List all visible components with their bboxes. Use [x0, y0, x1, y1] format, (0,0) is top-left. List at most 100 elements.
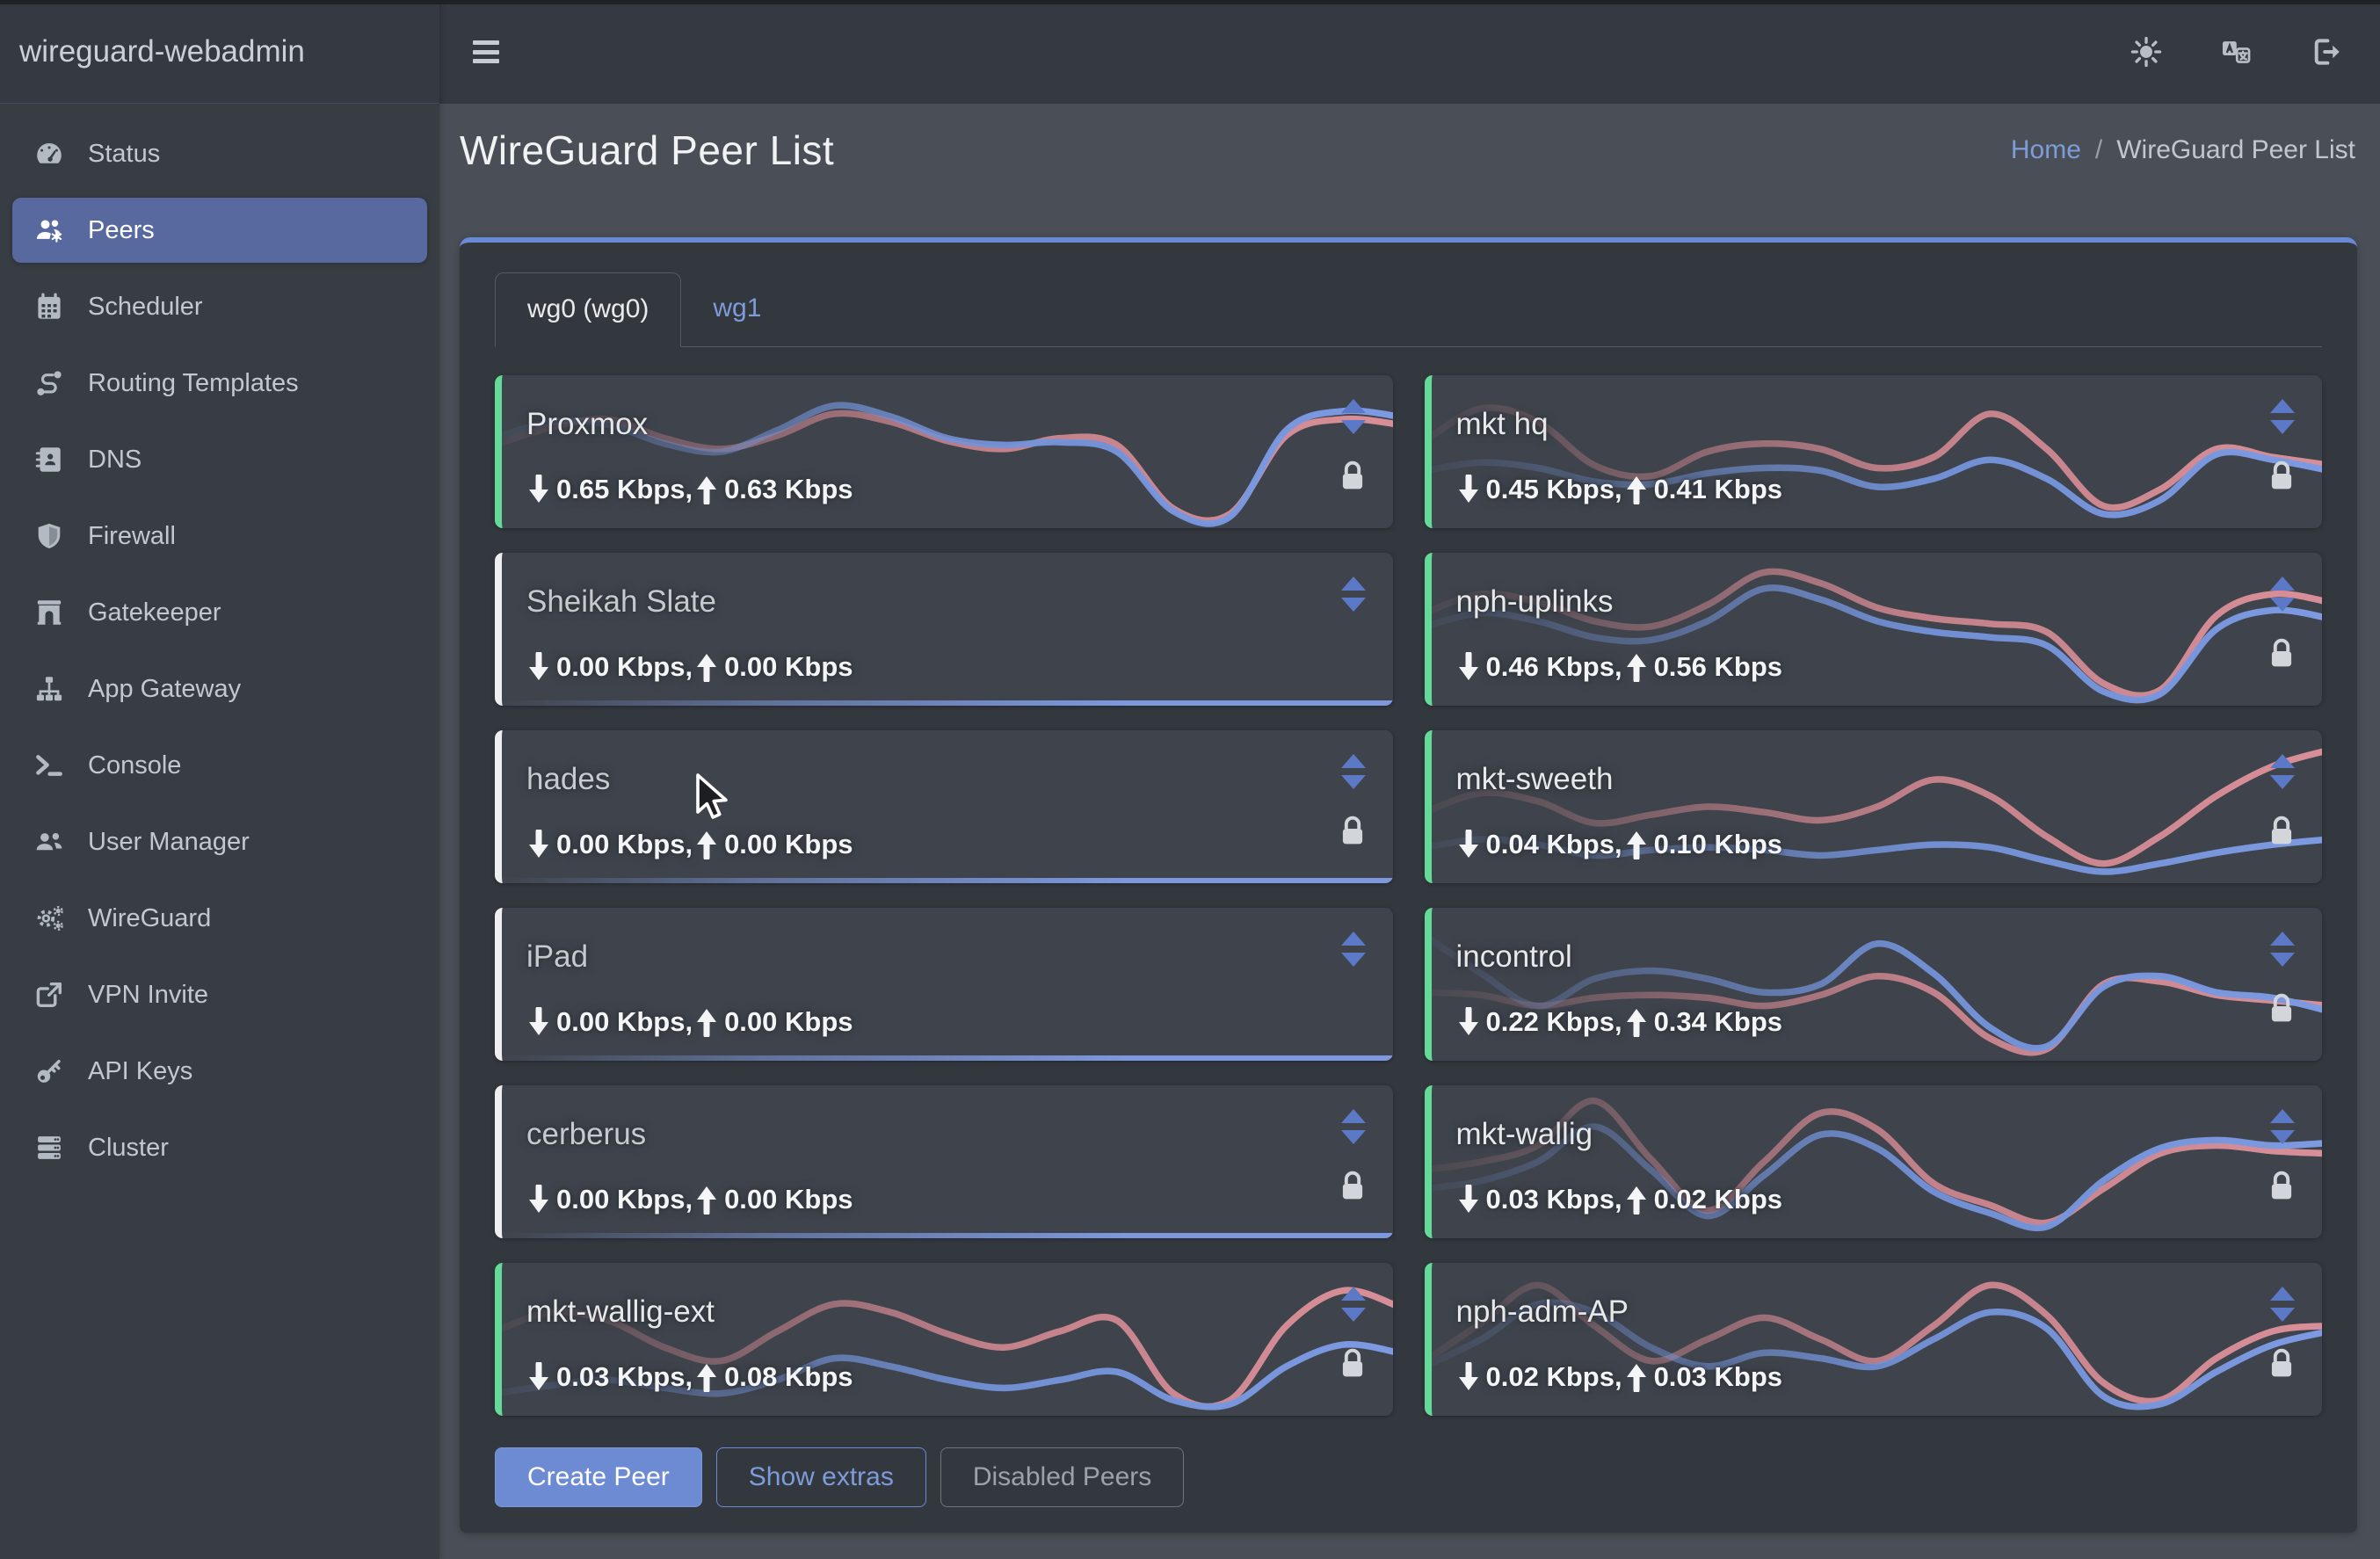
peer-card-nph-adm-ap[interactable]: nph-adm-AP 0.02 Kbps, 0.03 Kbps [1424, 1263, 2322, 1416]
peer-card-incontrol[interactable]: incontrol 0.22 Kbps, 0.34 Kbps [1424, 908, 2322, 1061]
sort-handle-icon[interactable] [2269, 398, 2296, 435]
upload-arrow-icon [694, 652, 719, 684]
sidebar-item-vpn-invite[interactable]: VPN Invite [12, 962, 427, 1027]
download-value: 0.45 Kbps, [1485, 474, 1622, 504]
peer-name: mkt hq [1455, 407, 1549, 441]
zero-traffic-line [502, 1055, 1393, 1061]
route-icon [30, 367, 69, 399]
sort-handle-icon[interactable] [1340, 1286, 1367, 1323]
download-value: 0.03 Kbps, [1485, 1184, 1622, 1215]
breadcrumb-home-link[interactable]: Home [2010, 135, 2081, 164]
peer-card-ipad[interactable]: iPad 0.00 Kbps, 0.00 Kbps [495, 908, 1393, 1061]
download-arrow-icon [526, 1005, 551, 1037]
upload-value: 0.02 Kbps [1653, 1184, 1783, 1215]
sidebar-item-wireguard[interactable]: WireGuard [12, 886, 427, 951]
gears-icon [30, 903, 69, 934]
sidebar-item-routing-templates[interactable]: Routing Templates [12, 351, 427, 416]
sort-handle-icon[interactable] [2269, 753, 2296, 790]
theme-sun-icon[interactable] [2129, 34, 2164, 69]
tab-wg0-wg0[interactable]: wg0 (wg0) [495, 272, 682, 347]
download-value: 0.04 Kbps, [1485, 829, 1622, 859]
peer-name: mkt-wallig-ext [526, 1294, 715, 1329]
upload-value: 0.00 Kbps [724, 829, 853, 859]
sidebar-item-gatekeeper[interactable]: Gatekeeper [12, 580, 427, 645]
peer-name: nph-uplinks [1455, 584, 1614, 619]
language-icon[interactable] [2218, 34, 2253, 69]
sort-handle-icon[interactable] [1340, 931, 1367, 968]
download-value: 0.02 Kbps, [1485, 1361, 1622, 1392]
sort-handle-icon[interactable] [2269, 1286, 2296, 1323]
peer-traffic-stats: 0.00 Kbps, 0.00 Kbps [525, 1183, 853, 1216]
calendar-icon [30, 291, 69, 323]
users-gear-icon [30, 214, 69, 246]
sidebar-item-scheduler[interactable]: Scheduler [12, 274, 427, 339]
sort-handle-icon[interactable] [1340, 753, 1367, 790]
download-value: 0.00 Kbps, [556, 1184, 693, 1215]
lock-icon [2266, 456, 2297, 497]
peer-traffic-stats: 0.04 Kbps, 0.10 Kbps [1455, 828, 1782, 861]
sort-handle-icon[interactable] [2269, 576, 2296, 613]
peer-card-sheikah-slate[interactable]: Sheikah Slate 0.00 Kbps, 0.00 Kbps [495, 553, 1393, 706]
peer-card-mkt-hq[interactable]: mkt hq 0.45 Kbps, 0.41 Kbps [1424, 375, 2322, 528]
upload-arrow-icon [1624, 652, 1649, 684]
sidebar-item-api-keys[interactable]: API Keys [12, 1039, 427, 1104]
peer-traffic-stats: 0.65 Kbps, 0.63 Kbps [525, 473, 853, 506]
sidebar-item-dns[interactable]: DNS [12, 427, 427, 492]
peer-card-mkt-wallig-ext[interactable]: mkt-wallig-ext 0.03 Kbps, 0.08 Kbps [495, 1263, 1393, 1416]
download-value: 0.00 Kbps, [556, 829, 693, 859]
sidebar-item-app-gateway[interactable]: App Gateway [12, 656, 427, 721]
peer-name: iPad [526, 939, 589, 974]
top-navbar [439, 0, 2380, 104]
download-arrow-icon [1456, 828, 1481, 859]
sort-handle-icon[interactable] [1340, 1108, 1367, 1145]
navbar-right-icons [2129, 34, 2380, 69]
peer-traffic-stats: 0.00 Kbps, 0.00 Kbps [525, 828, 853, 861]
upload-value: 0.56 Kbps [1653, 651, 1783, 682]
peer-card-proxmox[interactable]: Proxmox 0.65 Kbps, 0.63 Kbps [495, 375, 1393, 528]
peer-name: nph-adm-AP [1455, 1294, 1629, 1329]
peer-name: mkt-wallig [1455, 1117, 1593, 1151]
sidebar-item-label: Peers [88, 215, 155, 244]
peer-card-mkt-wallig[interactable]: mkt-wallig 0.03 Kbps, 0.02 Kbps [1424, 1085, 2322, 1238]
tab-wg1[interactable]: wg1 [713, 294, 762, 323]
lock-icon [2266, 989, 2297, 1029]
peer-traffic-stats: 0.00 Kbps, 0.00 Kbps [525, 1005, 853, 1039]
sort-handle-icon[interactable] [2269, 931, 2296, 968]
sort-handle-icon[interactable] [2269, 1108, 2296, 1145]
sidebar-item-console[interactable]: Console [12, 733, 427, 798]
download-arrow-icon [1456, 1005, 1481, 1037]
sort-handle-icon[interactable] [1340, 576, 1367, 613]
sidebar-item-label: Cluster [88, 1133, 169, 1162]
sidebar-item-user-manager[interactable]: User Manager [12, 809, 427, 874]
download-arrow-icon [1456, 650, 1481, 682]
archway-icon [30, 597, 69, 628]
download-value: 0.46 Kbps, [1485, 651, 1622, 682]
upload-arrow-icon [1624, 830, 1649, 861]
peer-name: Sheikah Slate [526, 584, 716, 619]
peer-card-mkt-sweeth[interactable]: mkt-sweeth 0.04 Kbps, 0.10 Kbps [1424, 730, 2322, 883]
download-arrow-icon [526, 650, 551, 682]
create-peer-button[interactable]: Create Peer [495, 1447, 702, 1507]
sidebar-item-firewall[interactable]: Firewall [12, 504, 427, 569]
peer-name: hades [526, 762, 611, 796]
sidebar-item-cluster[interactable]: Cluster [12, 1115, 427, 1180]
brand-title[interactable]: wireguard-webadmin [0, 0, 439, 104]
peer-card-nph-uplinks[interactable]: nph-uplinks 0.46 Kbps, 0.56 Kbps [1424, 553, 2322, 706]
upload-arrow-icon [1624, 475, 1649, 506]
peer-name: cerberus [526, 1117, 647, 1151]
sidebar-item-status[interactable]: Status [12, 121, 427, 186]
lock-icon [1337, 811, 1368, 852]
peer-card-cerberus[interactable]: cerberus 0.00 Kbps, 0.00 Kbps [495, 1085, 1393, 1238]
logout-icon[interactable] [2308, 34, 2343, 69]
breadcrumb-separator: / [2094, 135, 2103, 164]
show-extras-button[interactable]: Show extras [715, 1447, 926, 1507]
sidebar-item-label: App Gateway [88, 674, 242, 703]
lock-icon [2266, 1344, 2297, 1384]
sort-handle-icon[interactable] [1340, 398, 1367, 435]
hamburger-menu-icon[interactable] [473, 40, 499, 63]
disabled-peers-button[interactable]: Disabled Peers [940, 1447, 1185, 1507]
peer-card-hades[interactable]: hades 0.00 Kbps, 0.00 Kbps [495, 730, 1393, 883]
sidebar-item-peers[interactable]: Peers [12, 198, 427, 263]
upload-value: 0.00 Kbps [724, 1184, 853, 1215]
